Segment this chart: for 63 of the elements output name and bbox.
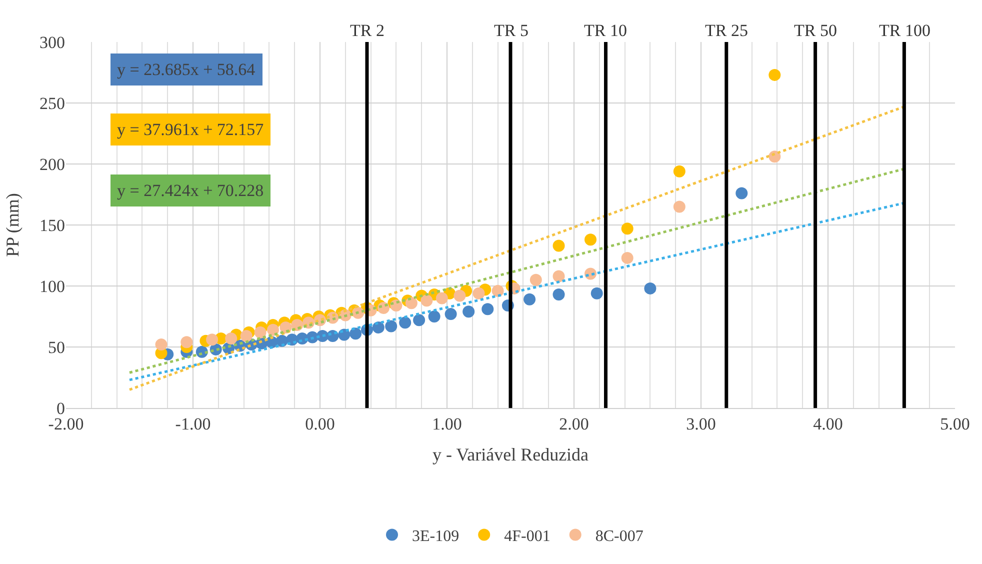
point	[482, 303, 494, 316]
point	[444, 308, 457, 320]
point	[621, 222, 634, 235]
ref-line-label: TR 50	[794, 21, 837, 40]
x-tick-label: 4.00	[813, 414, 843, 434]
y-tick-label: 100	[40, 276, 65, 296]
x-tick-label: 2.00	[559, 414, 589, 434]
x-tick-label: -1.00	[175, 414, 211, 434]
ref-line-label: TR 100	[879, 21, 930, 40]
point	[240, 330, 252, 342]
ref-line-label: TR 5	[494, 21, 528, 40]
point	[206, 334, 218, 346]
legend-label: 4F-001	[504, 528, 550, 545]
point	[420, 294, 433, 307]
point	[267, 324, 280, 336]
y-axis-title: PP (mm)	[2, 193, 23, 257]
y-tick-label: 150	[40, 216, 65, 235]
ref-line-label: TR 10	[584, 21, 627, 40]
ref-line-label: TR 25	[705, 21, 748, 40]
point	[768, 68, 781, 81]
x-tick-label: 3.00	[686, 414, 716, 434]
point	[584, 234, 597, 246]
point	[372, 321, 384, 334]
point	[621, 252, 634, 264]
x-tick-label: 0.00	[305, 414, 335, 434]
point	[405, 297, 418, 310]
point	[462, 306, 475, 318]
point	[552, 288, 565, 301]
x-tick-label: 1.00	[432, 414, 462, 434]
point	[155, 338, 168, 351]
point	[428, 310, 440, 322]
point	[524, 293, 536, 306]
point	[530, 274, 542, 286]
annotation: y = 37.961x + 72.157	[117, 120, 264, 139]
annotation: y = 23.685x + 58.64	[117, 60, 256, 79]
x-tick-label: 5.00	[940, 414, 970, 434]
point	[590, 287, 603, 300]
annotation: y = 27.424x + 70.228	[117, 181, 264, 200]
point	[436, 292, 448, 304]
point	[399, 316, 412, 329]
point	[413, 314, 426, 326]
point	[180, 336, 193, 348]
point	[552, 270, 565, 282]
point	[254, 326, 266, 338]
point	[385, 320, 398, 332]
y-tick-label: 250	[40, 94, 65, 113]
x-axis-title: y - Variável Reduzida	[432, 444, 589, 464]
ref-line-label: TR 2	[350, 21, 384, 40]
y-tick-label: 300	[40, 32, 65, 52]
point	[454, 290, 466, 302]
point	[736, 187, 748, 200]
y-tick-label: 50	[48, 338, 65, 357]
point	[552, 240, 565, 252]
point	[673, 200, 686, 213]
point	[225, 332, 238, 344]
legend-label: 3E-109	[412, 528, 460, 545]
point	[644, 282, 656, 294]
point	[472, 287, 485, 300]
legend-label: 8C-007	[595, 528, 644, 545]
point	[492, 284, 504, 297]
point	[350, 328, 362, 340]
y-tick-label: 200	[40, 154, 65, 174]
point	[673, 165, 686, 178]
